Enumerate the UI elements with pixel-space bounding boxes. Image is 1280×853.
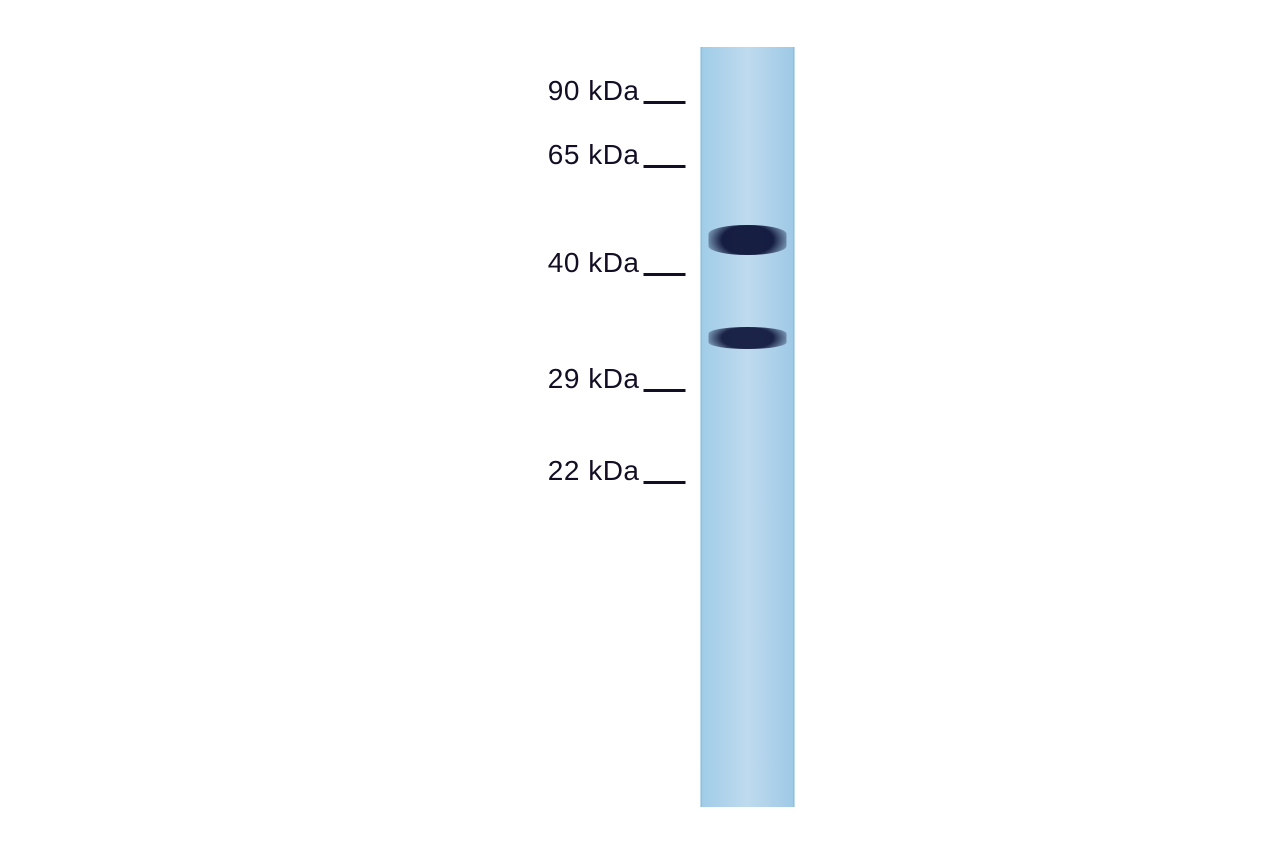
blot-container: 90 kDa 65 kDa 40 kDa 29 kDa 22 kDa xyxy=(486,47,795,807)
marker-label: 65 kDa xyxy=(548,139,640,171)
marker-tick xyxy=(644,273,686,276)
protein-band xyxy=(709,225,787,255)
marker-row: 90 kDa xyxy=(486,75,686,107)
marker-label: 29 kDa xyxy=(548,363,640,395)
lane-wrapper xyxy=(701,47,795,807)
marker-column: 90 kDa 65 kDa 40 kDa 29 kDa 22 kDa xyxy=(486,47,686,807)
marker-row: 65 kDa xyxy=(486,139,686,171)
marker-label: 22 kDa xyxy=(548,455,640,487)
marker-row: 22 kDa xyxy=(486,455,686,487)
marker-label: 90 kDa xyxy=(548,75,640,107)
marker-tick xyxy=(644,389,686,392)
marker-tick xyxy=(644,101,686,104)
marker-tick xyxy=(644,165,686,168)
protein-band xyxy=(709,327,787,349)
blot-lane xyxy=(701,47,795,807)
marker-row: 40 kDa xyxy=(486,247,686,279)
marker-tick xyxy=(644,481,686,484)
marker-label: 40 kDa xyxy=(548,247,640,279)
marker-row: 29 kDa xyxy=(486,363,686,395)
